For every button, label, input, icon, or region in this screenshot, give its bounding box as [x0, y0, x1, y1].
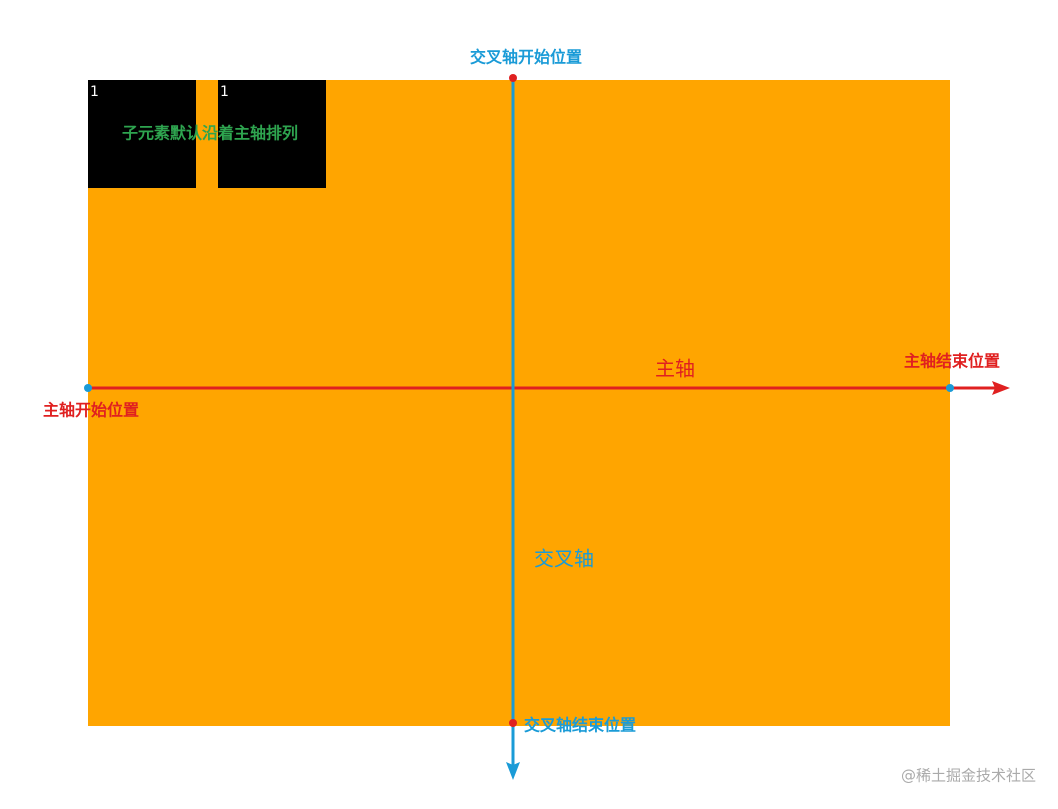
- cross-start-label: 交叉轴开始位置: [470, 48, 582, 67]
- main-axis-label: 主轴: [655, 357, 695, 381]
- item-label: 1: [90, 84, 99, 100]
- cross-axis-label: 交叉轴: [534, 547, 594, 571]
- flex-container: [88, 80, 950, 726]
- main-axis-arrow: [992, 381, 1010, 395]
- item-label: 1: [220, 84, 229, 100]
- cross-end-dot: [509, 719, 517, 727]
- cross-axis-arrow: [506, 762, 520, 780]
- main-end-dot: [946, 384, 954, 392]
- watermark: @稀土掘金技术社区: [901, 767, 1036, 785]
- main-end-label: 主轴结束位置: [904, 352, 1000, 371]
- cross-start-dot: [509, 74, 517, 82]
- cross-end-label: 交叉轴结束位置: [524, 716, 636, 735]
- note: 子元素默认沿着主轴排列: [122, 124, 298, 143]
- main-start-dot: [84, 384, 92, 392]
- flex-item: [88, 80, 196, 188]
- main-start-label: 主轴开始位置: [43, 401, 139, 420]
- flex-item: [218, 80, 326, 188]
